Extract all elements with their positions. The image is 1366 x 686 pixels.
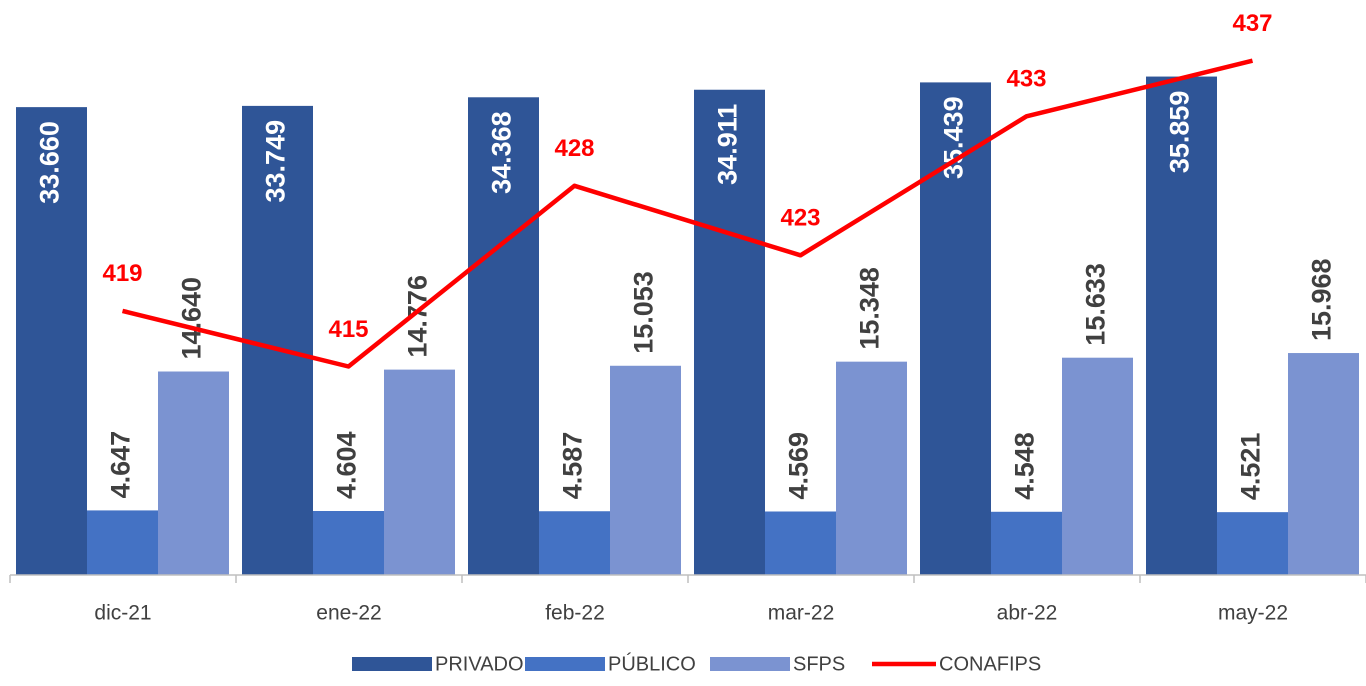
legend-label: SFPS	[793, 653, 845, 675]
line-label: 423	[780, 205, 820, 232]
bar	[384, 369, 455, 575]
bar	[242, 105, 313, 575]
data-label: 33.749	[261, 120, 291, 203]
data-label: 15.633	[1081, 263, 1111, 346]
bar	[87, 510, 158, 575]
legend-swatch	[525, 657, 605, 671]
x-tick-label: abr-22	[997, 602, 1058, 625]
line-label: 428	[554, 135, 594, 162]
bar	[468, 97, 539, 576]
bar	[920, 82, 991, 576]
line-label: 419	[102, 260, 142, 287]
bar	[991, 511, 1062, 575]
data-label: 34.911	[713, 104, 743, 185]
bar	[765, 511, 836, 575]
bar	[610, 365, 681, 575]
x-tick-label: ene-22	[316, 602, 381, 625]
bar	[694, 89, 765, 576]
bar	[1062, 357, 1133, 575]
data-label: 15.348	[855, 267, 885, 350]
data-label: 33.660	[35, 121, 65, 204]
data-label: 15.053	[629, 271, 659, 354]
data-label: 4.521	[1236, 433, 1266, 501]
legend-label: CONAFIPS	[939, 653, 1041, 675]
legend-swatch	[710, 657, 790, 671]
legend-swatch	[352, 657, 432, 671]
bar	[158, 371, 229, 575]
line-label: 437	[1232, 10, 1272, 37]
bar	[313, 511, 384, 575]
data-label: 14.776	[403, 275, 433, 358]
line	[121, 58, 1254, 369]
data-label: 4.569	[784, 432, 814, 500]
data-label: 4.587	[558, 432, 588, 500]
data-label: 4.548	[1010, 432, 1040, 500]
x-tick-label: dic-21	[94, 602, 151, 625]
data-label: 35.859	[1165, 91, 1195, 174]
data-label: 4.647	[106, 431, 136, 499]
bar	[1146, 76, 1217, 575]
line-label: 433	[1006, 66, 1046, 93]
bar	[16, 107, 87, 575]
data-label: 34.368	[487, 111, 517, 194]
data-label: 14.640	[177, 277, 207, 360]
x-tick-label: feb-22	[545, 602, 605, 625]
bar	[1217, 512, 1288, 575]
data-label: 4.604	[332, 431, 362, 499]
data-label: 15.968	[1307, 258, 1337, 341]
bar	[1288, 353, 1359, 575]
bar	[836, 361, 907, 575]
legend-label: PÚBLICO	[608, 652, 696, 675]
x-tick-label: mar-22	[768, 602, 835, 625]
x-tick-label: may-22	[1218, 602, 1288, 625]
legend-label: PRIVADO	[435, 653, 524, 675]
bar	[539, 511, 610, 575]
line-label: 415	[328, 316, 368, 343]
